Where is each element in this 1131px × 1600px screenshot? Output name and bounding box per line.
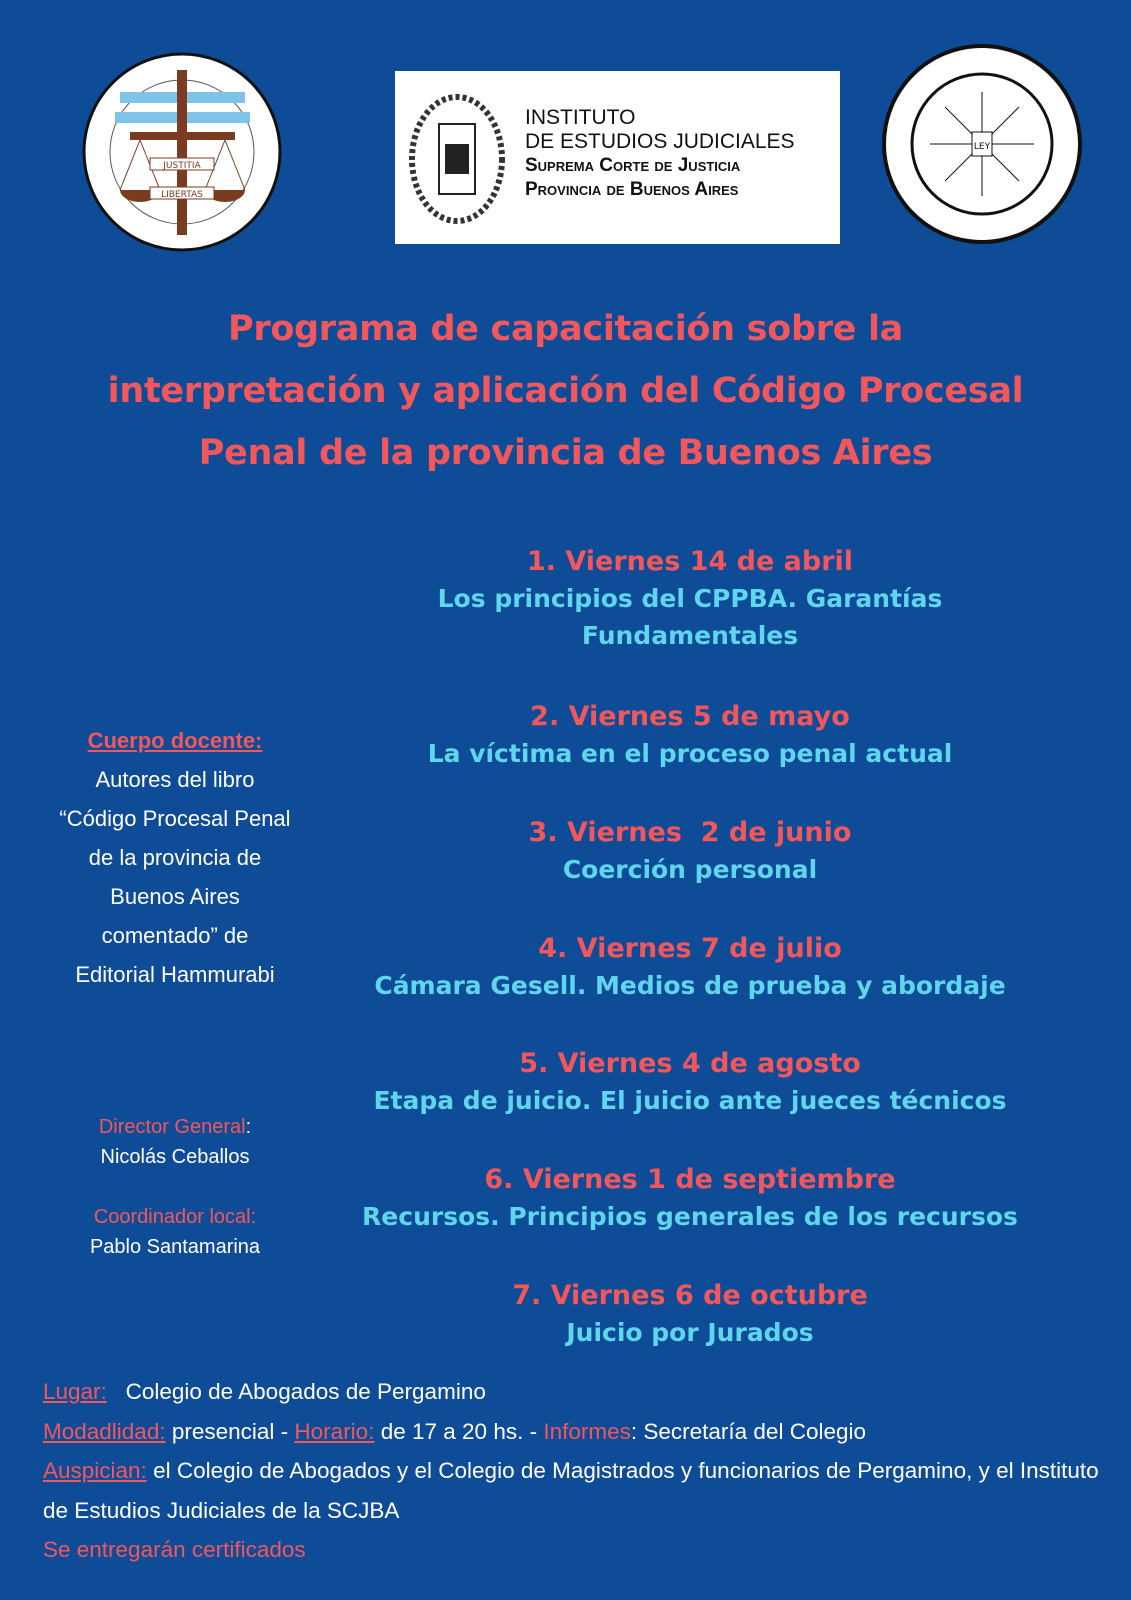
session-6: 6. Viernes 1 de septiembre Recursos. Pri… [320, 1161, 1060, 1235]
logo-line: Provincia de Buenos Aires [525, 179, 739, 200]
contact-label: Informes [543, 1418, 631, 1444]
session-date: 7. Viernes 6 de octubre [512, 1280, 868, 1311]
title-line: interpretación y aplicación del Código P… [107, 371, 1024, 411]
director-label: Director General [98, 1116, 246, 1138]
coordinator-label: Coordinador local: [93, 1206, 257, 1228]
sponsors-value: el Colegio de Abogados y el Colegio de M… [43, 1458, 1099, 1523]
session-topic: Fundamentales [581, 621, 799, 650]
title-line: Programa de capacitación sobre la [228, 309, 903, 349]
provincial-seal-icon [409, 94, 505, 224]
session-date: 2. Viernes 5 de mayo [530, 701, 850, 732]
program-title: Programa de capacitación sobre la interp… [0, 298, 1131, 484]
session-topic: Coerción personal [562, 855, 818, 884]
faculty-line: “Código Procesal Penal [59, 806, 291, 831]
faculty-line: Editorial Hammurabi [75, 962, 275, 987]
logo-line: INSTITUTO [525, 106, 636, 129]
contact-value: : Secretaría del Colegio [630, 1418, 866, 1444]
session-5: 5. Viernes 4 de agosto Etapa de juicio. … [320, 1045, 1060, 1119]
session-topic: La víctima en el proceso penal actual [427, 739, 953, 768]
place-value: Colegio de Abogados de Pergamino [125, 1379, 486, 1404]
director-name: Nicolás Ceballos [100, 1146, 250, 1168]
session-2: 2. Viernes 5 de mayo La víctima en el pr… [320, 698, 1060, 772]
session-topic: Recursos. Principios generales de los re… [362, 1202, 1018, 1231]
faculty-line: comentado” de [101, 923, 249, 948]
faculty-line: Buenos Aires [110, 884, 240, 909]
session-topic: Etapa de juicio. El juicio ante jueces t… [373, 1086, 1007, 1115]
certificates-note: Se entregarán certificados [43, 1537, 306, 1562]
colegio-magistrados-logo: LEY [880, 42, 1085, 252]
logo-line: Suprema Corte de Justicia [525, 155, 741, 176]
session-date: 6. Viernes 1 de septiembre [484, 1164, 896, 1195]
faculty-line: de la provincia de [88, 845, 262, 870]
place-label: Lugar: [43, 1379, 107, 1404]
coordinator-block: Coordinador local: Pablo Santamarina [25, 1202, 325, 1262]
session-topic: Cámara Gesell. Medios de prueba y aborda… [374, 971, 1006, 1000]
session-4: 4. Viernes 7 de julio Cámara Gesell. Med… [320, 930, 1060, 1004]
session-7: 7. Viernes 6 de octubre Juicio por Jurad… [320, 1277, 1060, 1351]
title-line: Penal de la provincia de Buenos Aires [198, 433, 933, 473]
mode-label: Modadlidad: [43, 1418, 166, 1444]
event-info: Lugar: Colegio de Abogados de Pergamino … [43, 1372, 1123, 1570]
session-3: 3. Viernes 2 de junio Coerción personal [320, 814, 1060, 888]
schedule-label: Horario: [294, 1418, 375, 1444]
colegio-abogados-logo: JUSTITIA LIBERTAS [80, 50, 285, 260]
session-date: 1. Viernes 14 de abril [526, 546, 854, 577]
director-block: Director General: Nicolás Ceballos [25, 1112, 325, 1172]
session-topic: Juicio por Jurados [566, 1318, 814, 1347]
sponsors-label: Auspician: [43, 1458, 147, 1483]
session-date: 4. Viernes 7 de julio [538, 933, 842, 964]
session-1: 1. Viernes 14 de abril Los principios de… [320, 543, 1060, 654]
svg-text:LIBERTAS: LIBERTAS [161, 190, 203, 200]
faculty-line: Autores del libro [95, 767, 255, 792]
mode-value: presencial - [171, 1418, 295, 1444]
logo-line: DE ESTUDIOS JUDICIALES [525, 130, 795, 153]
session-topic: Los principios del CPPBA. Garantías [437, 584, 943, 613]
coordinator-name: Pablo Santamarina [89, 1236, 261, 1258]
schedule-value: de 17 a 20 hs. - [380, 1418, 544, 1444]
session-date: 5. Viernes 4 de agosto [519, 1048, 861, 1079]
svg-text:LEY: LEY [974, 142, 991, 152]
faculty-label: Cuerpo docente: [87, 728, 263, 753]
svg-text:JUSTITIA: JUSTITIA [162, 161, 201, 171]
session-date: 3. Viernes 2 de junio [528, 817, 852, 848]
instituto-estudios-judiciales-logo: INSTITUTO DE ESTUDIOS JUDICIALES Suprema… [395, 71, 840, 244]
faculty-block: Cuerpo docente: Autores del libro “Códig… [25, 721, 325, 994]
